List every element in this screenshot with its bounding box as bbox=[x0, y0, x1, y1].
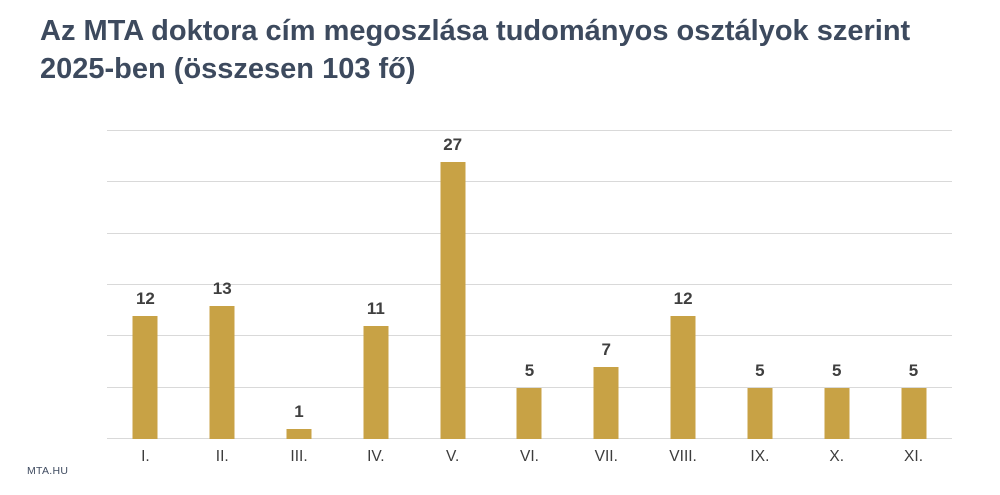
bars-container: 12 I. 13 II. 1 III. 11 IV. 27 V. 5 VI. 7 VII. 12 VIII. 5… bbox=[107, 131, 952, 465]
gridline-y30 bbox=[107, 130, 952, 131]
gridline-y10 bbox=[107, 335, 952, 337]
bar-IX bbox=[747, 388, 773, 439]
bar-VII bbox=[593, 367, 619, 439]
bar-value-label: 1 bbox=[294, 402, 304, 421]
x-axis-tick-label: III. bbox=[290, 448, 308, 465]
gridline-y25 bbox=[107, 181, 952, 183]
bar-slot-VI: 5 VI. bbox=[491, 131, 568, 465]
bar-slot-V: 27 V. bbox=[414, 131, 491, 465]
bar-value-label: 5 bbox=[831, 361, 842, 380]
bar-chart-plot: 12 I. 13 II. 1 III. 11 IV. 27 V. 5 VI. 7 VII. 12 VIII. 5… bbox=[107, 130, 952, 465]
bar-slot-VII: 7 VII. bbox=[568, 131, 645, 465]
bar-value-label: 7 bbox=[601, 340, 612, 359]
chart-title-line1: Az MTA doktora cím megoszlása tudományos… bbox=[40, 15, 911, 47]
x-axis-tick-label: V. bbox=[446, 448, 460, 465]
bar-I bbox=[132, 316, 158, 439]
bar-slot-II: 13 II. bbox=[184, 131, 261, 465]
bar-slot-IX: 5 IX. bbox=[722, 131, 799, 465]
bar-slot-X: 5 X. bbox=[798, 131, 875, 465]
bar-VIII bbox=[670, 316, 696, 439]
mta-hu-watermark: MTA.HU bbox=[27, 465, 69, 477]
bar-X bbox=[824, 388, 850, 439]
x-axis-tick-label: X. bbox=[829, 448, 845, 465]
bar-value-label: 5 bbox=[524, 361, 535, 380]
bar-value-label: 11 bbox=[366, 299, 385, 318]
bar-slot-IV: 11 IV. bbox=[337, 131, 414, 465]
bar-IV bbox=[363, 326, 389, 439]
x-axis-tick-label: VII. bbox=[594, 448, 618, 465]
x-axis-tick-label: VIII. bbox=[669, 448, 697, 465]
bar-value-label: 12 bbox=[673, 289, 693, 308]
gridline-y5 bbox=[107, 386, 952, 388]
x-axis-tick-label: IX. bbox=[750, 448, 770, 465]
x-axis-tick-label: VI. bbox=[519, 448, 539, 465]
gridline-y20 bbox=[107, 232, 952, 234]
bar-value-label: 5 bbox=[755, 361, 765, 380]
bar-value-label: 5 bbox=[908, 361, 919, 380]
gridline-y15 bbox=[107, 284, 952, 285]
bar-XI bbox=[901, 388, 927, 439]
x-axis-tick-label: XI. bbox=[904, 448, 924, 465]
bar-slot-VIII: 12 VIII. bbox=[645, 131, 722, 465]
x-axis-tick-label: I. bbox=[141, 448, 150, 465]
chart-title-line2: 2025-ben (összesen 103 fő) bbox=[40, 53, 416, 85]
x-axis-tick-label: IV. bbox=[367, 448, 385, 465]
bar-slot-I: 12 I. bbox=[107, 131, 184, 465]
bar-value-label: 27 bbox=[443, 135, 463, 154]
x-axis-tick-label: II. bbox=[215, 448, 229, 465]
bar-II bbox=[209, 306, 235, 439]
bar-III bbox=[286, 429, 312, 439]
bar-value-label: 12 bbox=[135, 289, 155, 308]
bar-slot-III: 1 III. bbox=[261, 131, 338, 465]
bar-slot-XI: 5 XI. bbox=[875, 131, 952, 465]
chart-title: Az MTA doktora cím megoszlása tudományos… bbox=[40, 12, 980, 88]
bar-value-label: 13 bbox=[212, 279, 232, 298]
bar-V bbox=[440, 162, 466, 439]
bar-VI bbox=[516, 388, 542, 439]
